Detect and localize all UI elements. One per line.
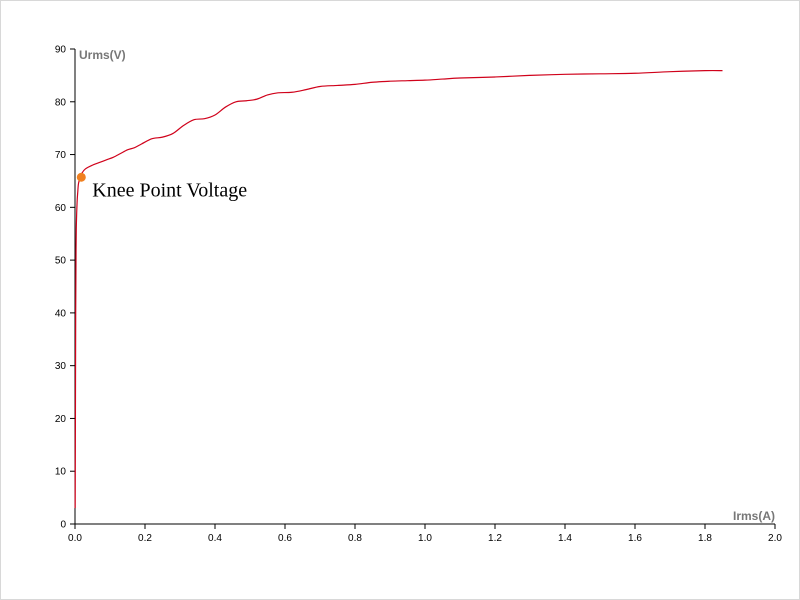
y-tick-label: 80 <box>55 97 67 108</box>
series-line <box>74 69 723 509</box>
y-tick-label: 0 <box>60 520 66 531</box>
y-tick-label: 40 <box>55 308 67 319</box>
y-tick-label: 20 <box>55 414 67 425</box>
x-tick-label: 0.6 <box>278 533 292 544</box>
axes <box>74 49 775 525</box>
x-tick-label: 0.2 <box>138 533 152 544</box>
y-tick-label: 60 <box>55 203 67 214</box>
x-tick-label: 0.0 <box>68 533 82 544</box>
knee-point-marker[interactable] <box>76 172 86 182</box>
x-axis-title: Irms(A) <box>733 509 775 523</box>
x-tick-label: 2.0 <box>768 533 782 544</box>
y-tick-label: 50 <box>55 256 67 267</box>
x-tick-label: 1.2 <box>488 533 502 544</box>
y-ticks: 0 10 20 30 40 50 60 70 80 90 <box>55 45 75 531</box>
x-tick-label: 0.4 <box>208 533 222 544</box>
y-tick-label: 10 <box>55 467 67 478</box>
annotation-layer: Knee Point Voltage <box>76 172 247 201</box>
y-tick-label: 70 <box>55 150 67 161</box>
y-tick-label: 30 <box>55 361 67 372</box>
x-tick-label: 1.0 <box>418 533 432 544</box>
y-tick-label: 90 <box>55 45 67 56</box>
x-tick-label: 1.6 <box>628 533 642 544</box>
x-tick-label: 1.4 <box>558 533 572 544</box>
knee-point-label: Knee Point Voltage <box>92 179 247 201</box>
series-layer <box>74 69 723 509</box>
x-ticks: 0.0 0.2 0.4 0.6 0.8 1.0 1.2 1.4 1.6 1.8 2.0 <box>68 524 782 544</box>
x-tick-label: 0.8 <box>348 533 362 544</box>
y-axis-title: Urms(V) <box>79 48 126 62</box>
x-tick-label: 1.8 <box>698 533 712 544</box>
